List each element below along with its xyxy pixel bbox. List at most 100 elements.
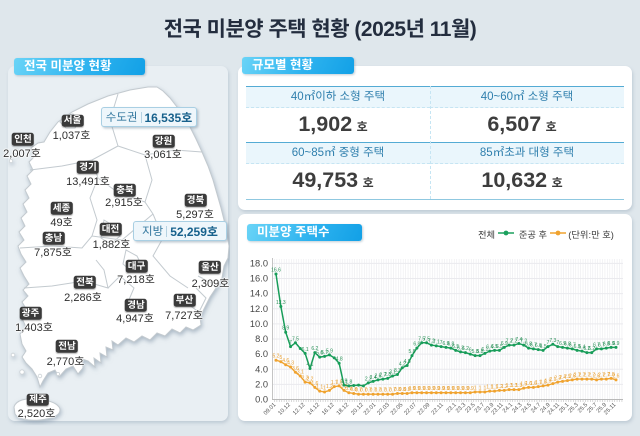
svg-text:7: 7 (440, 340, 443, 346)
svg-text:6.8: 6.8 (564, 342, 571, 348)
svg-text:5.8: 5.8 (472, 349, 479, 355)
svg-text:1.2: 1.2 (326, 384, 333, 390)
svg-text:3.3: 3.3 (394, 368, 401, 374)
svg-text:1: 1 (323, 385, 326, 391)
svg-text:2.6: 2.6 (593, 373, 600, 379)
svg-text:7: 7 (289, 340, 292, 346)
svg-text:1.8: 1.8 (345, 379, 352, 385)
svg-text:1: 1 (479, 385, 482, 391)
svg-text:22.07: 22.07 (403, 402, 418, 417)
svg-text:3.6: 3.6 (292, 366, 299, 372)
svg-text:2.7: 2.7 (603, 373, 610, 379)
svg-text:5.8: 5.8 (477, 349, 484, 355)
svg-text:0.9: 0.9 (452, 386, 459, 392)
svg-text:0.9: 0.9 (457, 386, 464, 392)
svg-text:0.7: 0.7 (365, 388, 372, 394)
svg-text:6.8: 6.8 (525, 342, 532, 348)
svg-text:7: 7 (547, 340, 550, 346)
svg-text:6.0: 6.0 (255, 349, 268, 359)
svg-text:7.2: 7.2 (511, 339, 518, 345)
svg-text:16.12: 16.12 (321, 402, 336, 417)
svg-text:0.8: 0.8 (399, 387, 406, 393)
svg-text:18.12: 18.12 (336, 402, 351, 417)
svg-text:7.1: 7.1 (433, 339, 440, 345)
svg-text:0.7: 0.7 (384, 388, 391, 394)
svg-text:2.6: 2.6 (613, 373, 620, 379)
svg-text:22.03: 22.03 (376, 402, 391, 417)
svg-text:0.9: 0.9 (438, 386, 445, 392)
svg-text:1.2: 1.2 (341, 384, 348, 390)
svg-text:5.7: 5.7 (321, 350, 328, 356)
svg-text:6.7: 6.7 (598, 342, 605, 348)
svg-text:0.9: 0.9 (447, 386, 454, 392)
svg-text:22.11: 22.11 (431, 402, 445, 416)
svg-text:6.9: 6.9 (608, 341, 615, 347)
svg-text:6.8: 6.8 (413, 342, 420, 348)
svg-text:0.9: 0.9 (433, 386, 440, 392)
svg-text:0.9: 0.9 (345, 386, 352, 392)
svg-text:2.7: 2.7 (579, 373, 586, 379)
svg-text:22.09: 22.09 (417, 402, 432, 417)
svg-text:6.2: 6.2 (311, 346, 318, 352)
svg-text:12.12: 12.12 (292, 402, 307, 417)
svg-text:2.7: 2.7 (583, 373, 590, 379)
svg-text:0.9: 0.9 (467, 386, 474, 392)
svg-text:2.0: 2.0 (255, 379, 268, 389)
svg-text:12.0: 12.0 (250, 304, 268, 314)
svg-text:4.2: 4.2 (399, 361, 406, 367)
svg-text:6.2: 6.2 (583, 346, 590, 352)
svg-text:16.6: 16.6 (271, 268, 281, 274)
svg-text:6.5: 6.5 (496, 344, 503, 350)
svg-text:0.0: 0.0 (255, 395, 268, 405)
svg-text:6.5: 6.5 (452, 344, 459, 350)
svg-text:1.2: 1.2 (501, 384, 508, 390)
svg-text:2.6: 2.6 (569, 373, 576, 379)
svg-text:7.5: 7.5 (423, 336, 430, 342)
svg-text:4.5: 4.5 (404, 359, 411, 365)
svg-text:5.2: 5.2 (273, 354, 280, 360)
svg-text:6.7: 6.7 (530, 342, 537, 348)
svg-text:12.3: 12.3 (276, 300, 286, 306)
svg-text:6.7: 6.7 (569, 342, 576, 348)
svg-text:1.1: 1.1 (486, 385, 493, 391)
svg-text:6.3: 6.3 (457, 345, 464, 351)
svg-text:5.6: 5.6 (316, 351, 323, 357)
svg-text:4.1: 4.1 (307, 362, 314, 368)
svg-text:7.3: 7.3 (549, 338, 556, 344)
svg-text:10.12: 10.12 (277, 402, 292, 417)
svg-text:0.9: 0.9 (462, 386, 469, 392)
svg-text:1.6: 1.6 (311, 381, 318, 387)
svg-text:4.3: 4.3 (287, 360, 294, 366)
svg-text:1.6: 1.6 (525, 381, 532, 387)
svg-text:6.2: 6.2 (462, 346, 469, 352)
svg-text:6.7: 6.7 (593, 342, 600, 348)
svg-text:7.5: 7.5 (418, 336, 425, 342)
svg-text:0.7: 0.7 (379, 388, 386, 394)
svg-text:1.5: 1.5 (520, 382, 527, 388)
svg-text:10.0: 10.0 (250, 319, 268, 329)
svg-text:6.8: 6.8 (447, 342, 454, 348)
svg-text:7.5: 7.5 (292, 336, 299, 342)
svg-text:6.9: 6.9 (613, 341, 620, 347)
svg-text:1: 1 (474, 385, 477, 391)
svg-text:2.7: 2.7 (588, 373, 595, 379)
svg-text:2.7: 2.7 (574, 373, 581, 379)
svg-text:7: 7 (556, 340, 559, 346)
svg-text:2.4: 2.4 (559, 375, 566, 381)
svg-text:1.9: 1.9 (341, 379, 348, 385)
svg-text:6.5: 6.5 (491, 344, 498, 350)
svg-text:6.6: 6.6 (535, 343, 542, 349)
svg-text:2.5: 2.5 (564, 374, 571, 380)
svg-text:1.3: 1.3 (506, 383, 513, 389)
svg-text:0.9: 0.9 (418, 386, 425, 392)
svg-text:0.8: 0.8 (350, 387, 357, 393)
svg-text:1.1: 1.1 (316, 385, 323, 391)
svg-text:5: 5 (279, 355, 282, 361)
svg-text:2.2: 2.2 (307, 376, 314, 382)
svg-text:20.12: 20.12 (350, 402, 365, 417)
svg-text:1.8: 1.8 (540, 379, 547, 385)
svg-text:2.6: 2.6 (375, 373, 382, 379)
svg-text:6.4: 6.4 (486, 345, 493, 351)
svg-text:0.7: 0.7 (360, 388, 367, 394)
svg-text:4.8: 4.8 (336, 357, 343, 363)
